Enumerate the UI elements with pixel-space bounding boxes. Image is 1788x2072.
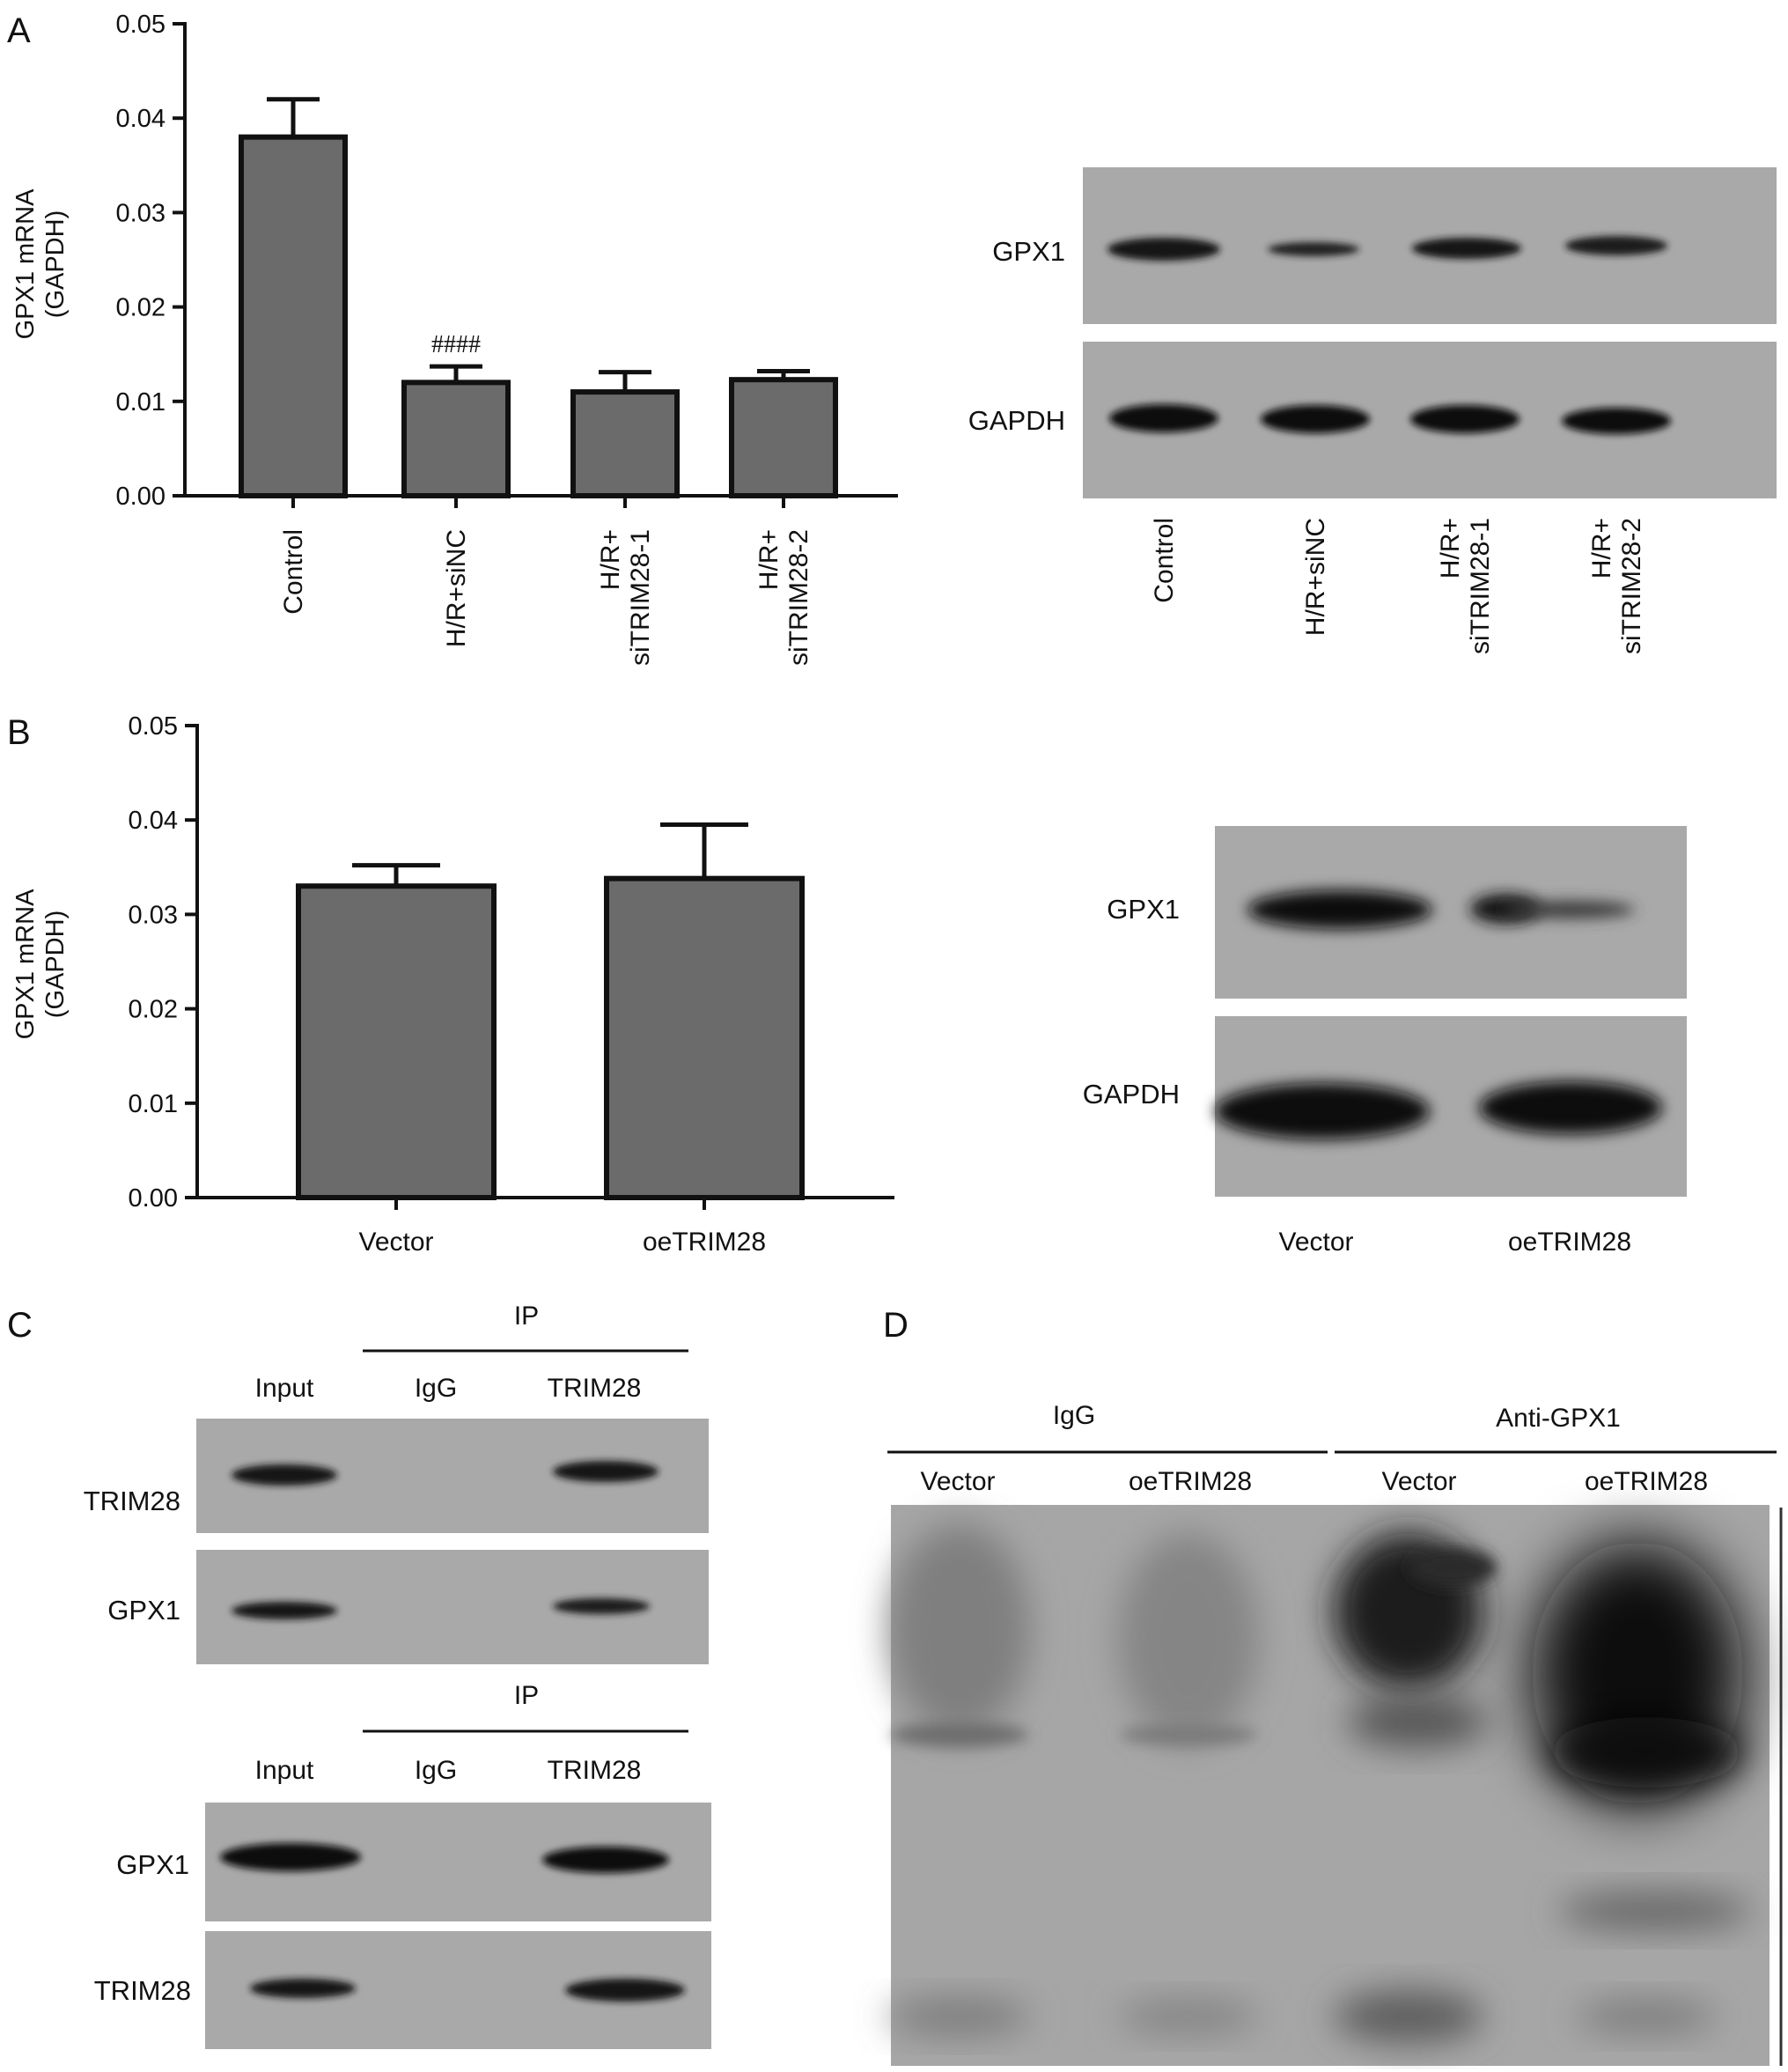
blot-band	[565, 1979, 685, 2002]
chart-b-ylabel: GPX1 mRNA(GAPDH)	[11, 889, 70, 1039]
blot-c-top-group: IP	[514, 1301, 539, 1331]
x-category-label: H/R+siTRIM28-2	[754, 529, 813, 666]
chart-b: 0.000.010.020.030.040.05 Vector oeTRIM28 …	[11, 712, 894, 1257]
blot-smear	[1409, 1548, 1497, 1587]
blot-smear	[889, 1523, 1030, 1735]
bar	[401, 380, 511, 498]
blot-band	[232, 1464, 337, 1486]
blot-b-row-label: GAPDH	[1083, 1079, 1180, 1110]
blot-smear	[1558, 1891, 1752, 1930]
blot-band	[1562, 408, 1671, 434]
x-category-label: H/R+siTRIM28-1	[596, 529, 655, 666]
significance-label: ####	[431, 331, 481, 358]
blot-band	[1215, 1083, 1430, 1139]
blot-band	[1268, 242, 1359, 256]
blot-a-row-label: GPX1	[992, 236, 1065, 267]
blot-d: IgG Anti-GPX1 Vector oeTRIM28 Vector oeT…	[887, 1401, 1783, 2066]
blot-band	[1247, 890, 1432, 929]
y-tick-label: 0.03	[129, 901, 178, 929]
blot-c-bottom-lane: Input	[255, 1756, 314, 1785]
x-category-label: H/R+siNC	[442, 529, 471, 647]
blot-a-lane-label: H/R+siTRIM28-2	[1587, 518, 1646, 654]
bar	[239, 134, 348, 498]
blot-band	[1503, 901, 1635, 918]
chart-a-ylabel: GPX1 mRNA(GAPDH)	[11, 188, 70, 339]
x-category-label: oeTRIM28	[643, 1228, 766, 1257]
blot-smear	[1118, 1532, 1259, 1744]
blot-a-row-label: GAPDH	[968, 405, 1065, 436]
blot-band	[553, 1598, 650, 1614]
blot-band	[1410, 405, 1519, 433]
blot-c-bottom-row-label: TRIM28	[94, 1975, 191, 2006]
blot-smear	[1549, 1717, 1743, 1788]
blot-c-top-lane: Input	[255, 1374, 314, 1403]
blot-band	[891, 1722, 1028, 1747]
blot-band	[1120, 1724, 1257, 1745]
blot-band	[553, 1461, 659, 1482]
blot-c-bottom-lane: IgG	[415, 1756, 457, 1785]
blot-band	[1261, 405, 1370, 433]
blot-b: GPX1 GAPDH Vector oeTRIM28	[1083, 826, 1687, 1257]
blot-a: GPX1 GAPDH Control H/R+siNC H/R+siTRIM28-1…	[968, 167, 1777, 654]
y-tick-label: 0.01	[116, 388, 166, 417]
panel-letter-a: A	[7, 11, 31, 50]
blot-c-top-row-label: GPX1	[107, 1595, 180, 1626]
blot-d-group: Anti-GPX1	[1496, 1404, 1621, 1433]
y-tick-label: 0.05	[129, 712, 178, 741]
x-category-label: Vector	[358, 1228, 433, 1257]
blot-c-top-lane: TRIM28	[548, 1374, 642, 1403]
blot-c-bottom-lane: TRIM28	[548, 1756, 642, 1785]
blot-b-lane-label: oeTRIM28	[1508, 1228, 1631, 1257]
blot-b-row-label: GPX1	[1107, 894, 1180, 925]
blot-smear	[1118, 1999, 1259, 2034]
blot-b-lane-label: Vector	[1278, 1228, 1353, 1257]
blot-d-group: IgG	[1053, 1401, 1095, 1430]
blot-c-top: IP Input IgG TRIM28 TRIM28 GPX1	[84, 1301, 709, 1664]
y-tick-label: 0.02	[129, 996, 178, 1024]
blot-a-lane-label: H/R+siTRIM28-1	[1436, 518, 1495, 654]
blot-a-lane-label: Control	[1150, 518, 1179, 603]
chart-a: 0.00 0.01 0.02 0.03 0.04 0.05 #### Control H/R…	[11, 11, 898, 666]
blot-c-bottom-row-label: GPX1	[116, 1849, 189, 1880]
blot-band	[232, 1602, 337, 1619]
y-tick-label: 0.02	[116, 294, 166, 322]
bar	[604, 875, 805, 1200]
blot-band	[1412, 238, 1521, 259]
bar	[729, 377, 838, 499]
y-tick-label: 0.00	[116, 483, 166, 511]
blot-d-lane: Vector	[1381, 1467, 1456, 1496]
blot-band	[1479, 1081, 1662, 1134]
blot-d-lane: oeTRIM28	[1129, 1467, 1252, 1496]
blot-smear	[889, 1997, 1030, 2036]
y-tick-label: 0.04	[116, 105, 166, 133]
y-tick-label: 0.03	[116, 199, 166, 227]
y-tick-label: 0.04	[129, 807, 178, 835]
blot-smear	[1576, 1999, 1717, 2034]
blot-a-lane-label: H/R+siNC	[1301, 518, 1330, 636]
x-category-label: Control	[279, 529, 308, 615]
blot-c-bottom: IP Input IgG TRIM28 GPX1 TRIM28	[94, 1681, 711, 2049]
y-tick-label: 0.05	[116, 11, 166, 39]
blot-band	[250, 1979, 356, 1998]
y-tick-label: 0.00	[129, 1184, 178, 1213]
y-tick-label: 0.01	[129, 1090, 178, 1118]
blot-d-lane: oeTRIM28	[1585, 1467, 1708, 1496]
blot-band	[220, 1843, 361, 1871]
blot-band	[1107, 238, 1220, 261]
blot-c-bottom-group: IP	[514, 1681, 539, 1710]
blot-band	[1565, 236, 1667, 255]
blot-band	[542, 1847, 669, 1873]
blot-smear	[1347, 1695, 1488, 1748]
blot-smear	[1334, 1990, 1483, 2043]
panel-letter-c: C	[7, 1306, 33, 1345]
blot-c-top-row-label: TRIM28	[84, 1486, 180, 1516]
blot-d-lane: Vector	[920, 1467, 995, 1496]
panel-letter-d: D	[883, 1306, 909, 1345]
bar	[296, 883, 497, 1200]
blot-band	[1109, 404, 1218, 432]
bar	[570, 389, 680, 498]
panel-letter-b: B	[7, 713, 31, 752]
blot-c-top-lane: IgG	[415, 1374, 457, 1403]
